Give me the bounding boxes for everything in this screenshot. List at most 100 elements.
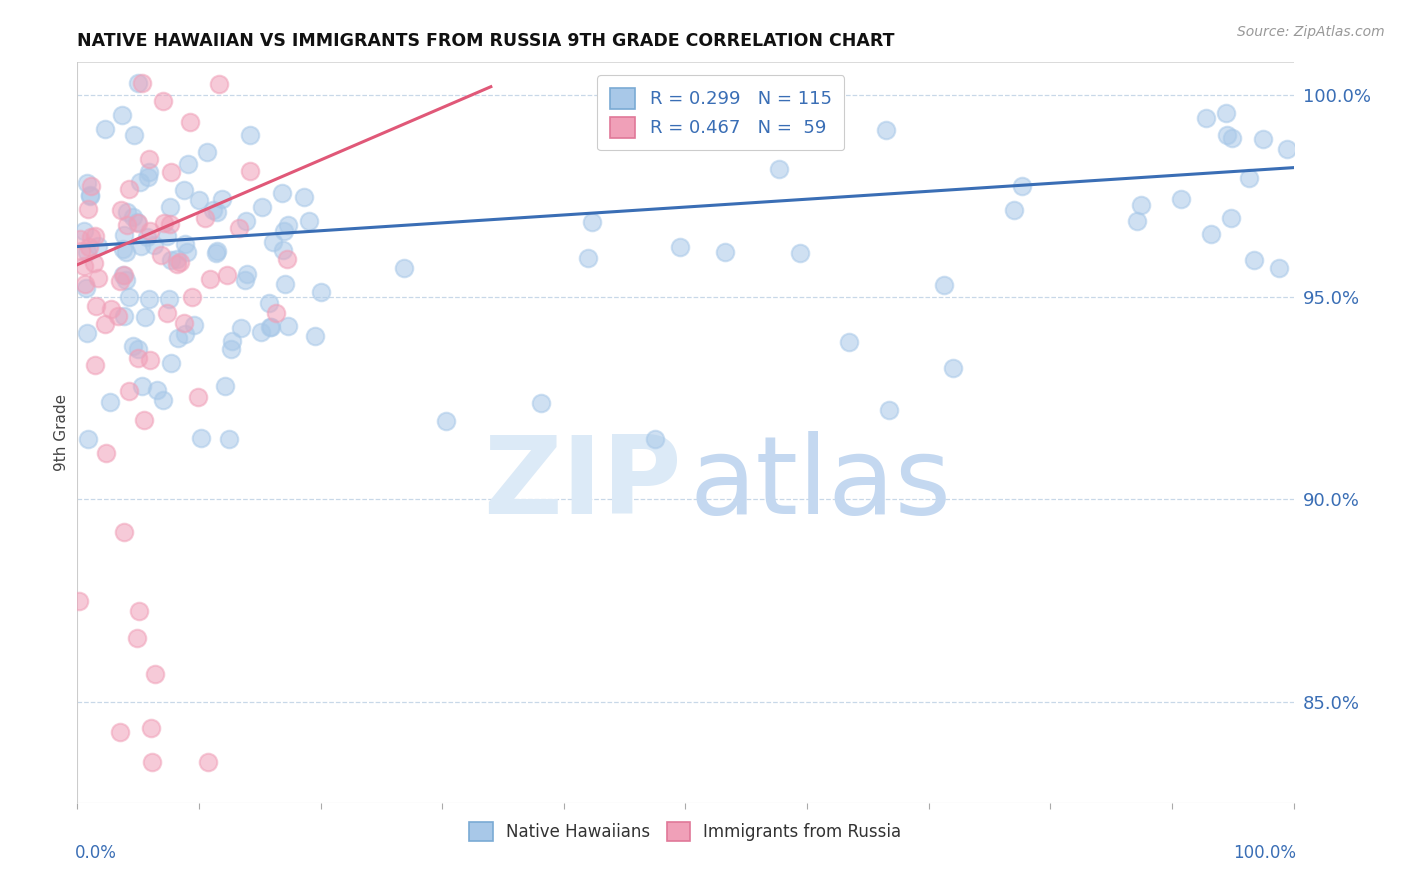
Point: [79, 188, 101, 202]
Point: [87, 270, 110, 285]
Point: [118, 384, 141, 398]
Point: [179, 115, 201, 129]
Point: [139, 224, 162, 238]
Point: [205, 205, 228, 219]
Point: [581, 214, 603, 228]
Point: [157, 293, 180, 307]
Point: [252, 200, 274, 214]
Point: [932, 278, 955, 293]
Point: [110, 202, 132, 217]
Point: [644, 432, 666, 446]
Point: [271, 186, 294, 200]
Point: [1170, 192, 1192, 206]
Point: [221, 334, 243, 348]
Point: [80, 179, 103, 194]
Point: [211, 192, 233, 206]
Point: [215, 268, 238, 282]
Point: [112, 268, 135, 282]
Point: [138, 353, 160, 368]
Point: [1267, 260, 1289, 275]
Point: [122, 128, 145, 143]
Point: [769, 109, 792, 123]
Point: [129, 176, 152, 190]
Point: [115, 204, 138, 219]
Point: [205, 246, 228, 260]
Point: [76, 245, 98, 260]
Point: [131, 76, 153, 90]
Point: [98, 395, 121, 409]
Point: [277, 218, 299, 232]
Point: [208, 77, 231, 91]
Point: [77, 202, 100, 217]
Point: [877, 403, 900, 417]
Point: [143, 667, 166, 681]
Point: [122, 339, 145, 353]
Point: [233, 273, 256, 287]
Point: [83, 256, 105, 270]
Point: [107, 309, 129, 323]
Text: ZIP: ZIP: [484, 432, 682, 538]
Point: [127, 215, 149, 229]
Point: [202, 202, 225, 217]
Point: [159, 217, 181, 231]
Point: [183, 318, 205, 333]
Point: [112, 242, 135, 256]
Point: [219, 342, 242, 356]
Point: [83, 358, 105, 372]
Point: [166, 257, 188, 271]
Point: [131, 239, 153, 253]
Point: [173, 183, 195, 197]
Point: [128, 604, 150, 618]
Point: [131, 378, 153, 392]
Point: [132, 413, 155, 427]
Point: [1130, 197, 1153, 211]
Point: [530, 396, 553, 410]
Point: [122, 210, 145, 224]
Point: [198, 271, 221, 285]
Point: [1243, 252, 1265, 267]
Point: [214, 379, 236, 393]
Point: [277, 319, 299, 334]
Point: [87, 239, 110, 253]
Point: [127, 76, 149, 90]
Point: [264, 305, 287, 319]
Point: [1251, 131, 1274, 145]
Point: [159, 356, 181, 370]
Point: [73, 277, 96, 291]
Point: [111, 268, 134, 282]
Point: [146, 383, 169, 397]
Point: [229, 320, 252, 334]
Point: [152, 94, 174, 108]
Point: [73, 224, 96, 238]
Point: [150, 248, 173, 262]
Point: [77, 240, 100, 254]
Point: [83, 228, 105, 243]
Point: [262, 235, 284, 249]
Point: [875, 122, 897, 136]
Point: [1237, 170, 1260, 185]
Point: [190, 431, 212, 445]
Point: [138, 152, 160, 166]
Point: [153, 216, 176, 230]
Point: [273, 224, 295, 238]
Point: [138, 292, 160, 306]
Point: [304, 328, 326, 343]
Point: [1216, 128, 1239, 142]
Point: [76, 326, 98, 341]
Point: [167, 331, 190, 345]
Point: [138, 165, 160, 179]
Point: [669, 240, 692, 254]
Point: [141, 756, 163, 770]
Legend: Native Hawaiians, Immigrants from Russia: Native Hawaiians, Immigrants from Russia: [463, 815, 908, 847]
Point: [110, 274, 132, 288]
Point: [205, 244, 228, 258]
Point: [1220, 130, 1243, 145]
Point: [176, 245, 198, 260]
Point: [187, 193, 209, 207]
Point: [156, 229, 179, 244]
Point: [194, 211, 217, 226]
Point: [257, 296, 280, 310]
Point: [239, 128, 262, 143]
Point: [73, 259, 96, 273]
Text: Source: ZipAtlas.com: Source: ZipAtlas.com: [1237, 25, 1385, 39]
